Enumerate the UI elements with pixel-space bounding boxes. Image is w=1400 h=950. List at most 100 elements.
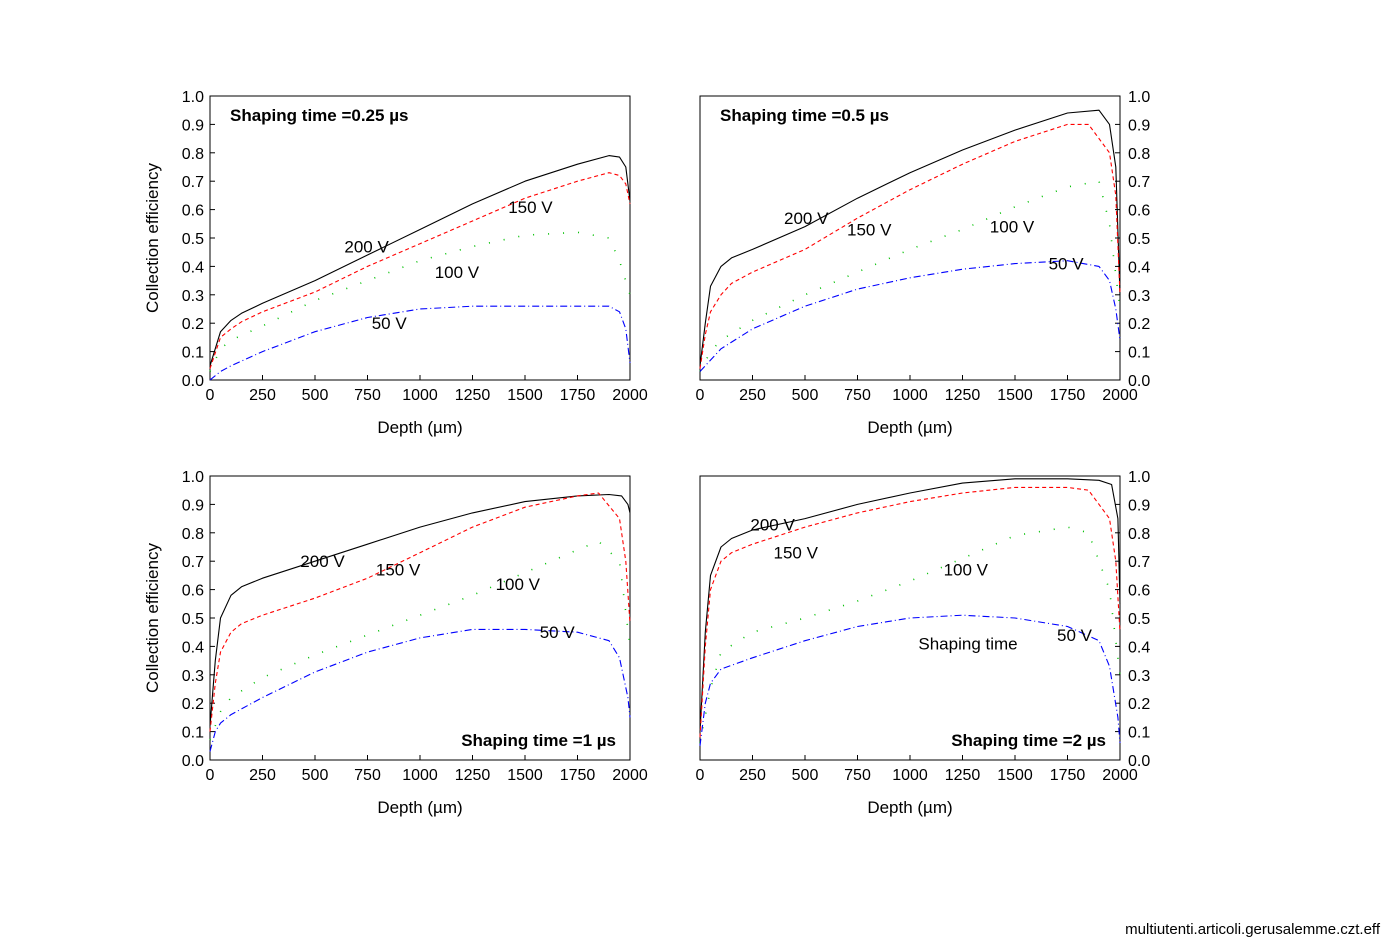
y-tick-label: 0.7	[1128, 174, 1150, 191]
x-tick-label: 0	[696, 387, 705, 404]
x-tick-label: 1250	[945, 767, 981, 784]
x-tick-label: 750	[844, 387, 871, 404]
x-tick-label: 1000	[402, 767, 438, 784]
y-tick-label: 0.9	[1128, 117, 1150, 134]
y-tick-label: 1.0	[182, 89, 204, 106]
annotation-label: Shaping time	[918, 635, 1017, 654]
x-tick-label: 750	[354, 387, 381, 404]
x-tick-label: 250	[739, 767, 766, 784]
y-tick-label: 0.7	[182, 174, 204, 191]
y-tick-label: 0.2	[1128, 316, 1150, 333]
y-tick-label: 0.1	[1128, 725, 1150, 742]
y-tick-label: 0.6	[1128, 203, 1150, 220]
x-tick-label: 1750	[560, 387, 596, 404]
chart-panel-1: 0 250 500 750 1000 1250 1500 1750 2000 0.0 0.1 0.2 0…	[143, 89, 648, 437]
y-tick-label: 0.3	[182, 668, 204, 685]
x-axis-label: Depth (µm)	[377, 798, 462, 817]
y-tick-label: 0.3	[1128, 668, 1150, 685]
y-tick-label: 0.9	[1128, 497, 1150, 514]
annotation-label: 100 V	[990, 218, 1035, 237]
series-line-200v	[209, 155, 631, 366]
x-axis-label: Depth (µm)	[867, 798, 952, 817]
annotation-label: 50 V	[372, 314, 408, 333]
y-tick-label: 0.8	[1128, 526, 1150, 543]
y-tick-label: 0.4	[1128, 259, 1150, 276]
x-tick-label: 1250	[455, 767, 491, 784]
annotation-label: 50 V	[1057, 626, 1093, 645]
y-tick-label: 0.0	[1128, 753, 1150, 770]
x-tick-label: 1500	[997, 767, 1033, 784]
series-line-150v	[209, 172, 631, 369]
series-line-150v	[699, 123, 1121, 369]
x-tick-label: 0	[206, 767, 215, 784]
annotation-label: 150 V	[376, 561, 421, 580]
panel-title: Shaping time =1 µs	[461, 731, 616, 750]
annotation-label: 50 V	[1049, 255, 1085, 274]
y-tick-label: 0.9	[182, 117, 204, 134]
y-axis-label: Collection efficiency	[143, 163, 162, 313]
annotation-label: 100 V	[496, 575, 541, 594]
y-tick-label: 0.3	[182, 288, 204, 305]
x-tick-label: 500	[302, 767, 329, 784]
panel-title: Shaping time =0.5 µs	[720, 106, 889, 125]
y-tick-label: 0.0	[1128, 373, 1150, 390]
x-axis-label: Depth (µm)	[867, 418, 952, 437]
annotation-label: 100 V	[435, 263, 480, 282]
series-line-50v	[209, 305, 631, 381]
y-tick-label: 0.7	[1128, 554, 1150, 571]
y-tick-label: 0.4	[182, 639, 204, 656]
x-tick-label: 1750	[1050, 387, 1086, 404]
y-axis-label: Collection efficiency	[143, 543, 162, 693]
series-line-200v	[209, 493, 631, 726]
y-tick-label: 0.4	[1128, 639, 1150, 656]
y-tick-label: 0.5	[1128, 231, 1150, 248]
y-tick-label: 0.7	[182, 554, 204, 571]
footer-filename: multiutenti.articoli.gerusalemme.czt.eff	[1125, 921, 1380, 938]
y-tick-label: 0.8	[182, 146, 204, 163]
x-tick-label: 2000	[612, 767, 648, 784]
y-tick-label: 0.4	[182, 259, 204, 276]
x-tick-label: 1500	[997, 387, 1033, 404]
y-tick-label: 1.0	[182, 469, 204, 486]
series-line-200v	[699, 109, 1121, 366]
x-tick-label: 1250	[455, 387, 491, 404]
x-tick-label: 2000	[612, 387, 648, 404]
x-tick-label: 1500	[507, 387, 543, 404]
y-tick-label: 0.5	[182, 611, 204, 628]
series-line-50v	[209, 628, 631, 752]
x-tick-label: 1750	[560, 767, 596, 784]
y-tick-label: 1.0	[1128, 89, 1150, 106]
annotation-label: 150 V	[774, 544, 819, 563]
annotation-label: 200 V	[344, 238, 389, 257]
y-tick-label: 0.9	[182, 497, 204, 514]
plot-frame	[209, 95, 631, 381]
annotation-label: 50 V	[540, 623, 576, 642]
annotation-label: 150 V	[847, 220, 892, 239]
series-line-50v	[699, 260, 1121, 372]
series-line-100v	[699, 180, 1121, 372]
series-line-150v	[209, 492, 631, 732]
y-tick-label: 1.0	[1128, 469, 1150, 486]
y-tick-label: 0.2	[182, 696, 204, 713]
x-tick-label: 750	[844, 767, 871, 784]
series-line-100v	[209, 231, 631, 372]
plot-frame	[209, 475, 631, 761]
chart-panel-3: 0 250 500 750 1000 1250 1500 1750 2000 0.0 0.1 0.2 0…	[143, 469, 648, 817]
x-tick-label: 500	[792, 387, 819, 404]
y-tick-label: 0.3	[1128, 288, 1150, 305]
x-tick-label: 250	[739, 387, 766, 404]
series-line-200v	[699, 478, 1121, 732]
y-tick-label: 0.2	[182, 316, 204, 333]
x-tick-label: 2000	[1102, 767, 1138, 784]
y-tick-label: 0.0	[182, 373, 204, 390]
y-tick-label: 0.6	[182, 203, 204, 220]
x-tick-label: 0	[696, 767, 705, 784]
plot-frame	[699, 95, 1121, 381]
y-tick-label: 0.5	[182, 231, 204, 248]
x-tick-label: 1500	[507, 767, 543, 784]
annotation-label: 150 V	[508, 198, 553, 217]
x-tick-label: 1750	[1050, 767, 1086, 784]
x-tick-label: 500	[302, 387, 329, 404]
